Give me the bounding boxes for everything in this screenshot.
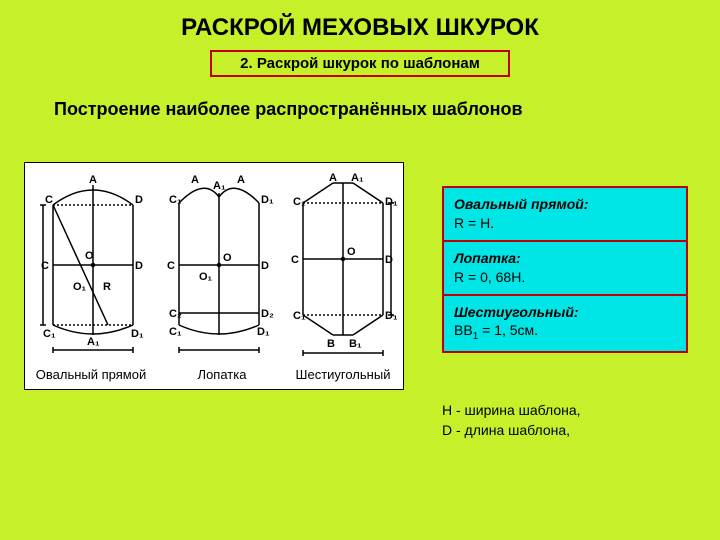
info-name-2: Шестиугольный: xyxy=(454,304,579,320)
svg-text:C: C xyxy=(291,254,299,266)
legend-line-0: H - ширина шаблона, xyxy=(442,400,688,420)
svg-text:R: R xyxy=(103,281,111,293)
svg-text:B₁: B₁ xyxy=(349,338,362,350)
svg-text:C₁: C₁ xyxy=(43,328,56,340)
subtitle-box: 2. Раскрой шкурок по шаблонам xyxy=(210,50,510,77)
main-title: РАСКРОЙ МЕХОВЫХ ШКУРОК xyxy=(0,0,720,42)
diagram-caption-1: Овальный прямой xyxy=(31,367,151,382)
svg-text:A: A xyxy=(329,172,337,184)
svg-text:C₁: C₁ xyxy=(169,194,182,206)
section-title: Построение наиболее распространённых шаб… xyxy=(54,99,720,120)
legend-block: H - ширина шаблона, D - длина шаблона, xyxy=(442,400,688,441)
info-row-lopatka: Лопатка: R = 0, 68H. xyxy=(444,242,686,296)
svg-text:A: A xyxy=(191,174,199,186)
svg-text:O: O xyxy=(85,250,94,262)
info-name-0: Овальный прямой: xyxy=(454,196,588,212)
svg-text:D₁: D₁ xyxy=(131,328,144,340)
svg-text:C₂: C₂ xyxy=(169,308,182,320)
svg-text:D: D xyxy=(385,254,393,266)
svg-text:D: D xyxy=(135,194,143,206)
info-row-oval: Овальный прямой: R = H. xyxy=(444,188,686,242)
svg-text:O₁: O₁ xyxy=(199,271,213,283)
svg-text:C₁: C₁ xyxy=(169,326,182,338)
info-formula-0: R = H. xyxy=(454,215,494,231)
svg-text:A₁: A₁ xyxy=(351,172,364,184)
svg-text:A₁: A₁ xyxy=(87,336,100,348)
diagram-caption-3: Шестиугольный xyxy=(283,367,403,382)
diagram-panel: A C D C D O O₁ R C₁ D₁ A₁ xyxy=(24,162,404,390)
svg-text:A: A xyxy=(237,174,245,186)
svg-text:D: D xyxy=(135,260,143,272)
svg-text:O₁: O₁ xyxy=(73,281,87,293)
info-formula-2: BB1 = 1, 5см. xyxy=(454,322,538,338)
formulas-panel: Овальный прямой: R = H. Лопатка: R = 0, … xyxy=(442,186,688,353)
svg-text:D₁: D₁ xyxy=(261,194,274,206)
info-formula-1: R = 0, 68H. xyxy=(454,269,525,285)
svg-text:C: C xyxy=(45,194,53,206)
info-row-hex: Шестиугольный: BB1 = 1, 5см. xyxy=(444,296,686,351)
svg-text:D: D xyxy=(261,260,269,272)
templates-diagram: A C D C D O O₁ R C₁ D₁ A₁ xyxy=(25,163,403,363)
svg-text:D₂: D₂ xyxy=(261,308,274,320)
subtitle-text: 2. Раскрой шкурок по шаблонам xyxy=(240,55,480,72)
svg-text:C: C xyxy=(167,260,175,272)
svg-text:A₁: A₁ xyxy=(213,180,226,192)
svg-text:A: A xyxy=(89,174,97,186)
info-name-1: Лопатка: xyxy=(454,250,521,266)
svg-text:B: B xyxy=(327,338,335,350)
svg-text:O: O xyxy=(223,252,232,264)
diagram-caption-2: Лопатка xyxy=(177,367,267,382)
svg-text:D₁: D₁ xyxy=(257,326,270,338)
svg-text:C₁: C₁ xyxy=(293,310,306,322)
legend-line-1: D - длина шаблона, xyxy=(442,420,688,440)
svg-text:C₁: C₁ xyxy=(293,196,306,208)
svg-text:C: C xyxy=(41,260,49,272)
svg-text:O: O xyxy=(347,246,356,258)
